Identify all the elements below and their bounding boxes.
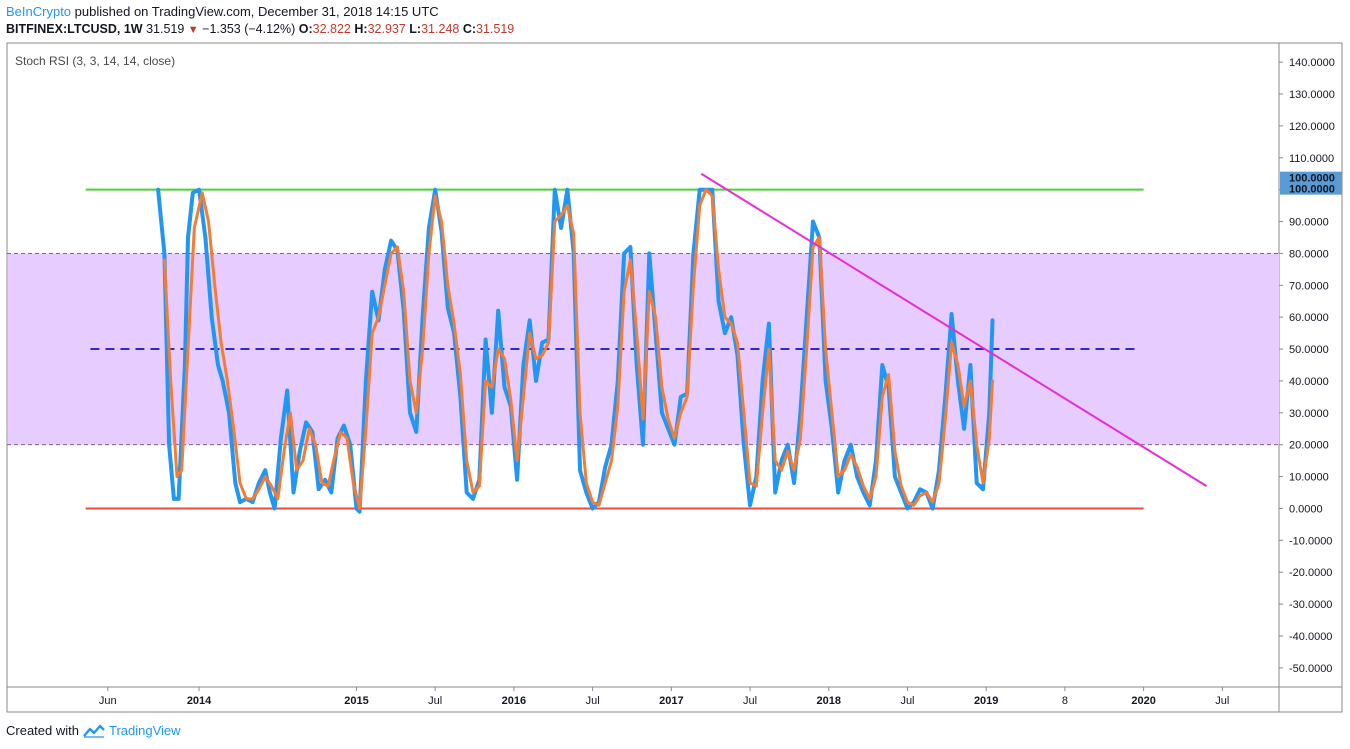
last-value-badge: 100.0000: [1280, 171, 1342, 185]
badge-background: [1280, 182, 1342, 195]
y-tick-label: 130.0000: [1289, 89, 1335, 101]
indicator-label: Stoch RSI (3, 3, 14, 14, close): [15, 54, 175, 68]
publish-info: BeInCrypto published on TradingView.com,…: [6, 4, 439, 19]
high-label: H:: [354, 22, 368, 36]
x-tick-label: 2014: [187, 695, 212, 707]
footer: Created with TradingView: [6, 723, 181, 738]
x-tick-label: 2016: [502, 695, 526, 707]
symbol-info: BITFINEX:LTCUSD, 1W 31.519 ▼ −1.353 (−4.…: [6, 22, 514, 36]
y-tick-label: 10.0000: [1289, 472, 1329, 484]
low-value: 31.248: [421, 22, 460, 36]
y-tick-label: 0.0000: [1289, 503, 1323, 515]
high-value: 32.937: [367, 22, 406, 36]
y-tick-label: -50.0000: [1289, 663, 1332, 675]
descending-trendline[interactable]: [700, 172, 1208, 487]
tradingview-logo-icon: [83, 724, 105, 738]
y-tick-label: 50.0000: [1289, 344, 1329, 356]
x-tick-label: Jul: [586, 695, 600, 707]
publisher-name[interactable]: BeInCrypto: [6, 4, 72, 19]
time-axis[interactable]: Jun 2014 2015 Jul 2016 Jul 2017 Jul 2018 Jul 2019 8…: [99, 687, 1229, 707]
level-lines: [85, 188, 1144, 510]
stoch-series: [156, 187, 995, 514]
plot-frame: [6, 42, 1343, 713]
price-axis[interactable]: 140.0000 130.0000 120.0000 110.0000 100.0000…: [1279, 57, 1342, 675]
x-tick-label: 2019: [974, 695, 998, 707]
series-line-d: [162, 188, 994, 510]
created-with-text: Created with: [6, 723, 79, 738]
last-price: 31.519: [146, 22, 185, 36]
x-tick-label: Jul: [1215, 695, 1229, 707]
trendline-layer[interactable]: [700, 172, 1208, 487]
y-tick-label: 20.0000: [1289, 440, 1329, 452]
close-label: C:: [462, 22, 477, 36]
y-tick-label: -20.0000: [1289, 567, 1332, 579]
badge-label: 100.0000: [1289, 184, 1335, 196]
y-tick-label: 30.0000: [1289, 408, 1329, 420]
x-tick-label: 2015: [344, 695, 368, 707]
low-label: L:: [409, 22, 422, 36]
x-tick-label: Jun: [99, 695, 117, 707]
down-arrow-icon: ▼: [187, 24, 199, 36]
tradingview-link[interactable]: TradingView: [108, 723, 181, 738]
open-value: 32.822: [312, 22, 351, 36]
y-tick-label: 110.0000: [1289, 153, 1334, 165]
last-value-badge: 100.0000: [1280, 182, 1342, 196]
x-tick-label: 2020: [1131, 695, 1155, 707]
y-tick-label: 90.0000: [1289, 217, 1329, 229]
badge-label: 100.0000: [1289, 173, 1335, 185]
x-tick-label: Jul: [428, 695, 442, 707]
symbol-name: BITFINEX:LTCUSD, 1W: [6, 22, 143, 36]
price-change: −1.353 (−4.12%): [202, 22, 296, 36]
x-tick-label: Jul: [900, 695, 914, 707]
x-tick-label: Jul: [743, 695, 757, 707]
close-value: 31.519: [476, 22, 515, 36]
y-tick-label: 120.0000: [1289, 121, 1335, 133]
y-tick-label: 60.0000: [1289, 312, 1329, 324]
y-tick-label: 70.0000: [1289, 280, 1329, 292]
badge-background: [1280, 171, 1342, 184]
y-tick-label: -10.0000: [1289, 535, 1332, 547]
open-label: O:: [298, 22, 313, 36]
y-tick-label: 140.0000: [1289, 57, 1335, 69]
y-tick-label: -40.0000: [1289, 631, 1332, 643]
y-tick-label: -30.0000: [1289, 599, 1332, 611]
y-tick-label: 80.0000: [1289, 248, 1329, 260]
publish-date: published on TradingView.com, December 3…: [74, 4, 439, 19]
x-tick-label: 8: [1062, 695, 1068, 707]
x-tick-label: 2018: [817, 695, 841, 707]
x-tick-label: 2017: [659, 695, 683, 707]
y-tick-label: 40.0000: [1289, 376, 1329, 388]
